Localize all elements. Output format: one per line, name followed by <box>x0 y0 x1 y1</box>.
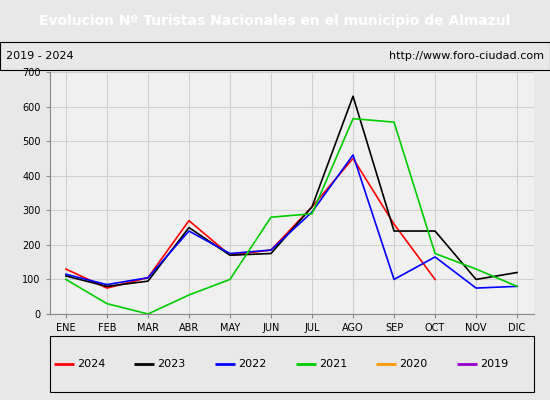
Text: 2020: 2020 <box>400 359 428 369</box>
Text: 2019 - 2024: 2019 - 2024 <box>6 51 73 61</box>
Text: 2021: 2021 <box>319 359 347 369</box>
Text: 2024: 2024 <box>77 359 105 369</box>
Text: Evolucion Nº Turistas Nacionales en el municipio de Almazul: Evolucion Nº Turistas Nacionales en el m… <box>40 14 510 28</box>
Text: 2022: 2022 <box>238 359 267 369</box>
Text: 2019: 2019 <box>480 359 509 369</box>
Text: 2023: 2023 <box>158 359 186 369</box>
Text: http://www.foro-ciudad.com: http://www.foro-ciudad.com <box>389 51 544 61</box>
